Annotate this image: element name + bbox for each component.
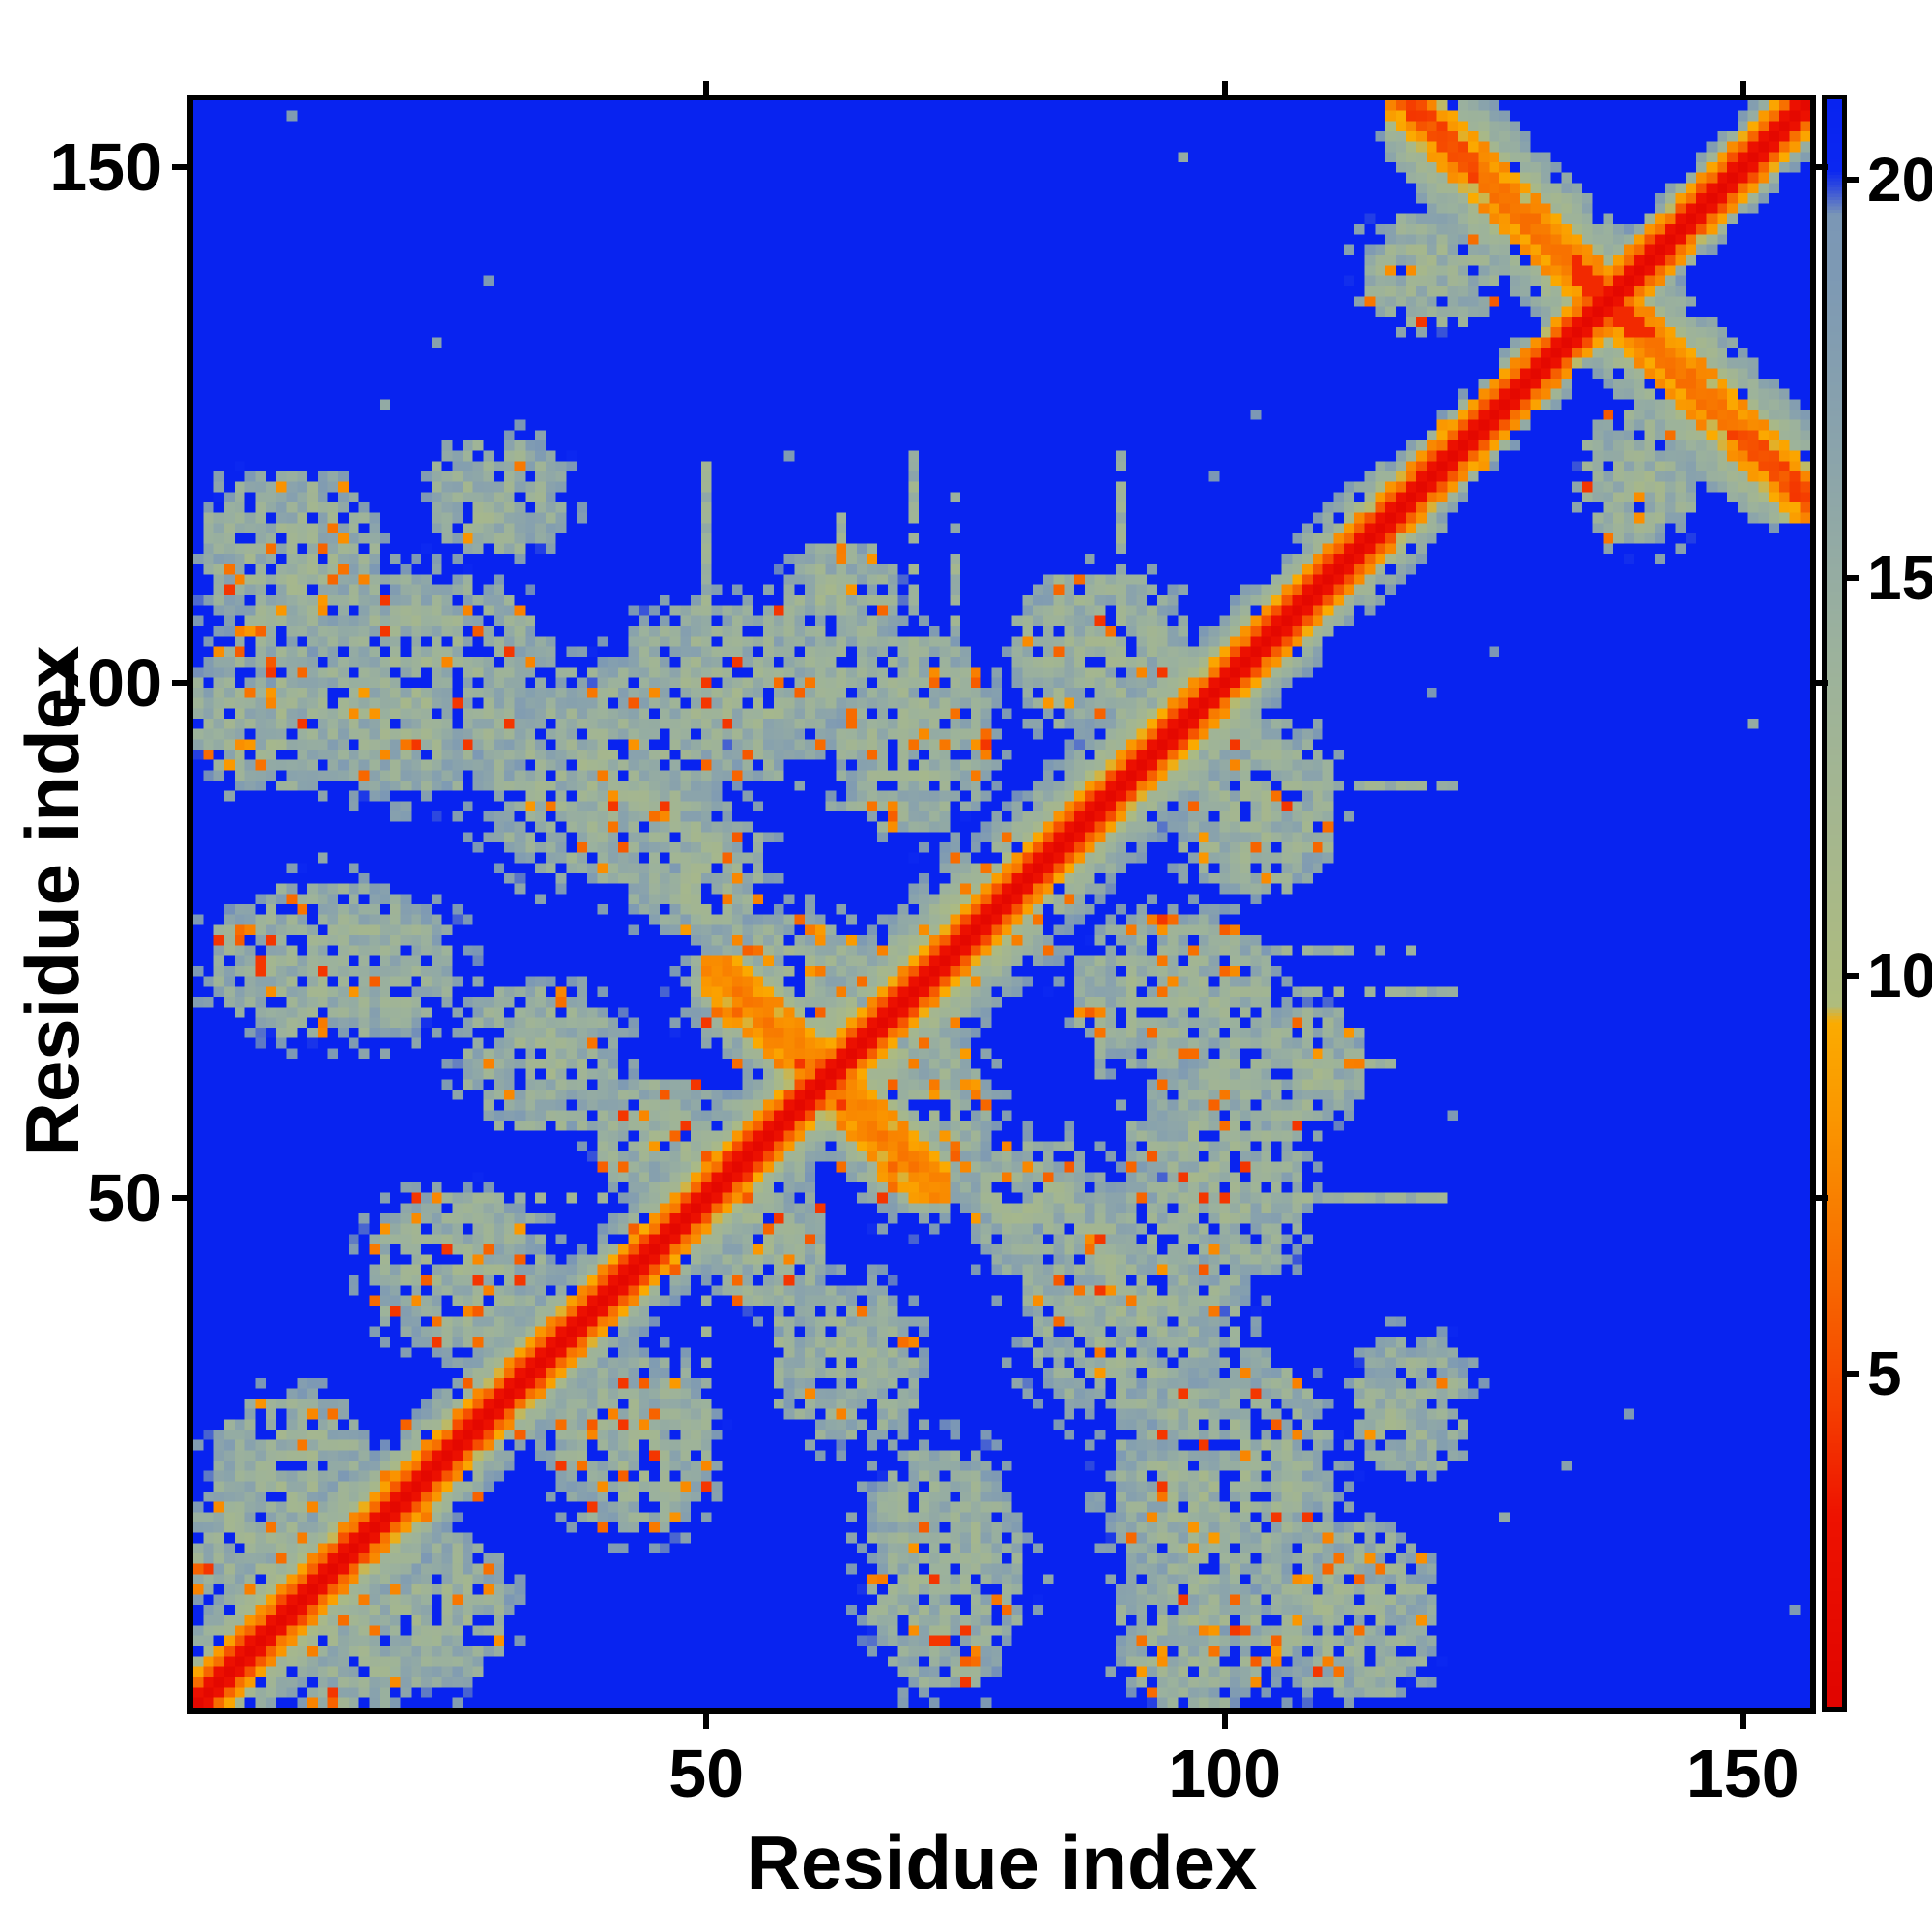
x-tick	[703, 1714, 710, 1729]
y-tick-right	[1816, 1195, 1828, 1201]
colorbar-tick	[1847, 973, 1859, 980]
x-axis-title: Residue index	[746, 1820, 1258, 1905]
y-tick	[172, 1195, 187, 1201]
x-tick	[1740, 1714, 1747, 1729]
colorbar	[1822, 95, 1847, 1712]
x-tick	[1221, 1714, 1228, 1729]
y-tick-label: 150	[49, 129, 162, 206]
colorbar-tick-label: 10	[1867, 941, 1932, 1011]
x-tick-label: 50	[668, 1736, 745, 1811]
colorbar-tick-label: 15	[1867, 543, 1932, 613]
x-tick-label: 150	[1686, 1736, 1800, 1811]
colorbar-canvas	[1827, 99, 1842, 1707]
colorbar-tick-label: 20	[1867, 145, 1932, 215]
x-tick-top	[1221, 81, 1228, 95]
y-tick-label: 50	[87, 1160, 162, 1236]
colorbar-tick	[1847, 1371, 1859, 1378]
x-tick-top	[703, 81, 710, 95]
x-tick-top	[1740, 81, 1747, 95]
colorbar-tick	[1847, 575, 1859, 582]
colorbar-tick-label: 5	[1867, 1339, 1902, 1409]
x-tick-label: 100	[1168, 1736, 1282, 1811]
y-tick-label: 100	[49, 644, 162, 721]
y-tick	[172, 164, 187, 171]
heatmap-plot	[187, 95, 1816, 1714]
y-tick	[172, 679, 187, 686]
y-axis-title: Residue index	[10, 645, 95, 1157]
y-tick-right	[1816, 679, 1828, 686]
colorbar-tick	[1847, 177, 1859, 184]
y-tick-right	[1816, 164, 1828, 171]
heatmap-canvas	[193, 100, 1810, 1708]
